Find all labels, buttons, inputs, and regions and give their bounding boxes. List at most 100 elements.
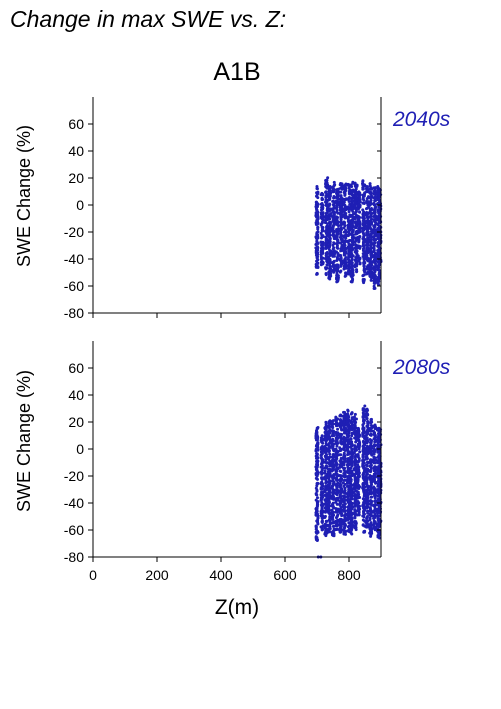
data-point	[372, 249, 376, 253]
data-point	[368, 499, 372, 503]
data-point	[351, 219, 355, 223]
data-point	[315, 462, 319, 466]
data-point	[339, 474, 343, 478]
data-point	[345, 512, 349, 516]
data-point	[340, 237, 344, 241]
data-point	[349, 245, 353, 249]
data-point	[357, 471, 361, 475]
data-point	[314, 253, 318, 257]
data-point	[365, 211, 369, 215]
data-point	[373, 281, 377, 285]
data-point	[325, 178, 329, 182]
data-point	[376, 244, 380, 248]
data-point	[373, 208, 377, 212]
data-point	[319, 514, 323, 518]
y-tick-label: 20	[68, 414, 84, 430]
data-point	[320, 244, 324, 248]
period-label-2080s: 2080s	[392, 356, 451, 379]
data-point	[336, 481, 340, 485]
data-point	[339, 223, 343, 227]
data-point	[343, 186, 347, 190]
data-point	[338, 521, 342, 525]
data-point	[334, 447, 338, 451]
data-point	[373, 231, 377, 235]
data-point	[362, 261, 366, 265]
data-point	[315, 538, 319, 542]
data-point	[348, 468, 352, 472]
y-tick-label: 0	[76, 441, 84, 457]
data-point	[356, 504, 360, 508]
data-point	[372, 255, 376, 259]
data-point	[339, 479, 343, 483]
data-point	[331, 505, 335, 509]
data-point	[368, 506, 372, 510]
data-point	[346, 518, 350, 522]
data-point	[328, 253, 332, 257]
data-point	[332, 220, 336, 224]
data-point	[324, 253, 328, 257]
data-point	[353, 504, 357, 508]
data-point	[339, 511, 343, 515]
data-point	[361, 208, 365, 212]
data-point	[356, 454, 360, 458]
data-point	[377, 277, 381, 281]
data-point	[358, 246, 362, 250]
data-point	[342, 222, 346, 226]
data-point	[339, 261, 343, 265]
data-point	[369, 458, 373, 462]
data-point	[368, 215, 372, 219]
data-point	[373, 270, 377, 274]
data-point	[361, 187, 365, 191]
data-point	[353, 515, 357, 519]
data-point	[339, 190, 343, 194]
data-point	[343, 253, 347, 257]
data-point	[339, 255, 343, 259]
data-point	[315, 218, 319, 222]
data-point	[314, 476, 318, 480]
data-point	[344, 212, 348, 216]
data-point	[368, 272, 372, 276]
data-point	[350, 424, 354, 428]
data-point	[319, 493, 323, 497]
data-point	[373, 478, 377, 481]
data-point	[340, 490, 344, 494]
data-point	[361, 462, 365, 466]
data-point	[365, 447, 368, 451]
data-point	[335, 440, 339, 444]
data-point	[352, 490, 356, 494]
data-point	[361, 434, 365, 438]
data-point	[324, 190, 328, 194]
data-point	[334, 267, 338, 271]
data-point	[356, 478, 360, 482]
data-point	[335, 255, 339, 259]
data-point	[369, 238, 373, 242]
data-point	[358, 256, 361, 260]
data-point	[315, 232, 319, 236]
data-point	[353, 472, 357, 476]
data-point	[373, 450, 377, 454]
data-point	[320, 440, 324, 444]
data-point	[362, 266, 366, 270]
data-point	[332, 213, 336, 217]
data-point	[369, 192, 373, 196]
data-point	[331, 482, 335, 486]
data-point	[342, 203, 346, 207]
data-point	[347, 210, 351, 214]
data-point	[362, 232, 366, 236]
data-point	[316, 522, 320, 526]
data-point	[362, 273, 366, 277]
data-point	[369, 198, 373, 202]
data-point	[346, 462, 350, 466]
data-point	[342, 478, 346, 482]
data-point	[338, 459, 342, 463]
data-point	[331, 231, 335, 235]
data-point	[319, 453, 323, 457]
data-point	[353, 520, 357, 524]
data-point	[341, 422, 345, 426]
data-point	[373, 192, 377, 196]
data-point	[364, 488, 368, 492]
data-point	[364, 525, 368, 529]
data-point	[350, 522, 354, 526]
data-point	[377, 533, 381, 537]
data-point	[332, 513, 336, 517]
